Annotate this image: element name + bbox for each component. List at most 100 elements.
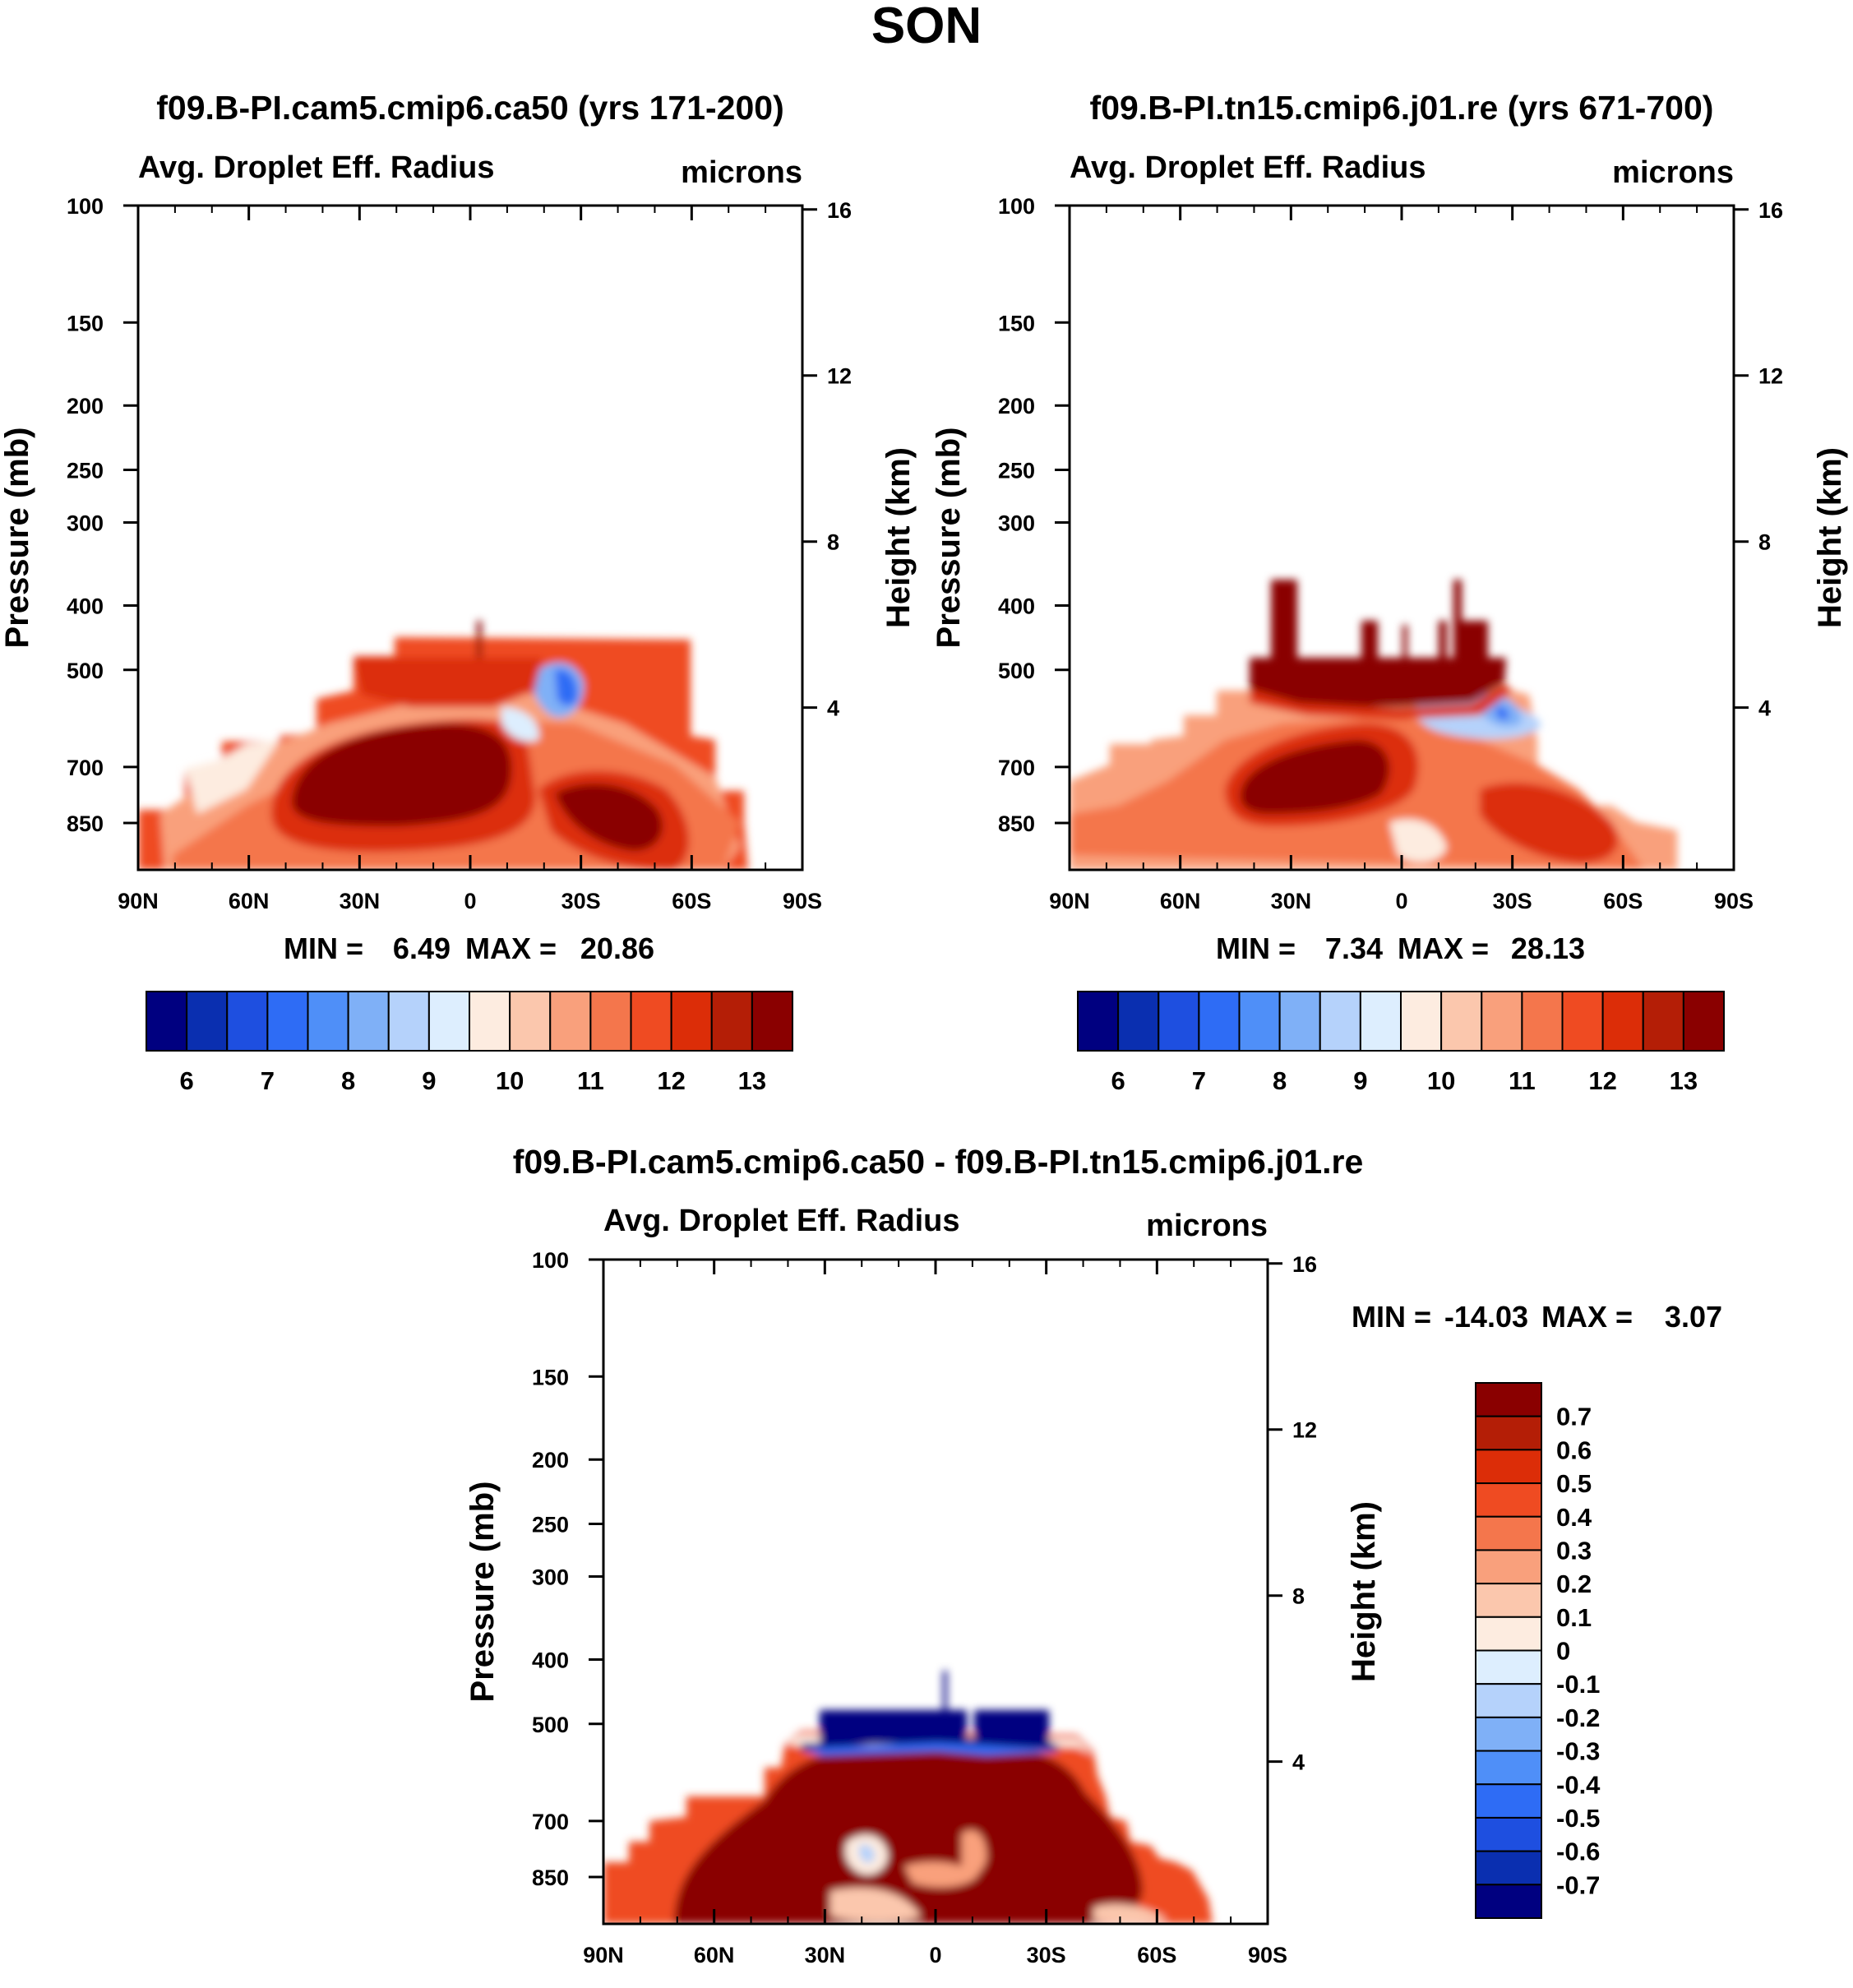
colorbar-swatch: [1400, 991, 1443, 1052]
colorbar-label: -0.6: [1556, 1838, 1600, 1866]
colorbar-label: 7: [261, 1066, 275, 1095]
x-tick-label: 60S: [672, 889, 711, 913]
colorbar-label: 12: [657, 1066, 685, 1095]
colorbar-swatch: [1158, 991, 1200, 1052]
contour-field: [1070, 580, 1677, 870]
min-max: MIN = 6.49 MAX = 20.86: [284, 932, 654, 965]
contour-upper-spike: [477, 621, 482, 658]
colorbar-label: 13: [738, 1066, 766, 1095]
variable-label: Avg. Droplet Eff. Radius: [138, 150, 495, 185]
colorbar-swatch: [751, 991, 793, 1052]
y-tick-label: 300: [998, 511, 1035, 536]
colorbar-label: -0.2: [1556, 1704, 1600, 1732]
y-tick-label: 500: [532, 1713, 569, 1737]
colorbar-label: -0.1: [1556, 1670, 1600, 1699]
x-tick-label: 60S: [1137, 1943, 1176, 1967]
colorbar-swatch: [1475, 1816, 1542, 1852]
y2-tick-label: 16: [827, 198, 852, 223]
colorbar-swatch: [1475, 1616, 1542, 1652]
max-value: 20.86: [580, 932, 654, 965]
y2-axis-label: Height (km): [1812, 447, 1848, 628]
colorbar-swatch: [1475, 1649, 1542, 1685]
colorbar-swatch: [186, 991, 229, 1052]
colorbar-swatch: [1682, 991, 1725, 1052]
plot-frame: 90N 60N 30N 0 30S 60S 90S 100 150 200 250 300 400 500…: [67, 194, 852, 913]
max-label: MAX =: [1541, 1300, 1633, 1334]
y-tick-label: 700: [67, 756, 104, 780]
colorbar-swatch: [347, 991, 390, 1052]
colorbar-swatch: [1440, 991, 1483, 1052]
x-tick-label: 0: [464, 889, 476, 913]
min-value: 7.34: [1325, 932, 1383, 965]
x-tick-label: 30S: [561, 889, 601, 913]
colorbar-swatch: [589, 991, 632, 1052]
colorbar-swatch: [1475, 1683, 1542, 1718]
variable-label: Avg. Droplet Eff. Radius: [1070, 150, 1426, 185]
colorbar-label: 0.5: [1556, 1469, 1592, 1498]
x-tick-label: 60N: [1160, 889, 1201, 913]
x-tick-label: 30N: [805, 1943, 846, 1967]
x-tick-label: 30S: [1027, 1943, 1066, 1967]
colorbar-swatch: [1077, 991, 1120, 1052]
y2-tick-label: 8: [1292, 1584, 1305, 1609]
contour-peak-n: [1240, 740, 1389, 814]
y-tick-label: 500: [998, 659, 1035, 683]
colorbar-swatch: [1561, 991, 1604, 1052]
y-tick-label: 250: [998, 459, 1035, 483]
contour-low-core: [555, 669, 578, 706]
colorbar-label: 0.6: [1556, 1436, 1592, 1464]
panel-difference: f09.B-PI.cam5.cmip6.ca50 - f09.B-PI.tn15…: [464, 1143, 1722, 1967]
y-tick-label: 200: [67, 394, 104, 418]
colorbar-label: 8: [1273, 1066, 1287, 1095]
colorbar-swatch: [1117, 991, 1160, 1052]
panel-title: f09.B-PI.cam5.cmip6.ca50 (yrs 171-200): [156, 89, 784, 127]
y-tick-label: 500: [67, 659, 104, 683]
plot-frame: 90N 60N 30N 0 30S 60S 90S 100 150 200 250 300 400 500…: [532, 1248, 1317, 1967]
colorbar-swatch: [1475, 1583, 1542, 1618]
y2-axis-label: Height (km): [880, 447, 917, 628]
colorbar-swatch: [1475, 1515, 1542, 1551]
colorbar-swatch: [1475, 1716, 1542, 1752]
colorbar-label: 12: [1588, 1066, 1616, 1095]
min-value: 6.49: [393, 932, 451, 965]
max-label: MAX =: [1398, 932, 1489, 965]
x-tick-label: 90S: [1248, 1943, 1287, 1967]
colorbar-swatch: [509, 991, 552, 1052]
min-label: MIN =: [1216, 932, 1296, 965]
colorbar-label: 10: [496, 1066, 524, 1095]
x-tick-label: 60S: [1603, 889, 1643, 913]
x-tick-label: 90S: [783, 889, 822, 913]
colorbar-swatch: [1359, 991, 1402, 1052]
x-tick-label: 0: [1395, 889, 1407, 913]
colorbar-swatch: [1475, 1750, 1542, 1786]
colorbar-label: 0.3: [1556, 1536, 1592, 1565]
colorbar: 6 7 8 9 10 11 12 13: [146, 991, 793, 1095]
contour-pale: [1389, 819, 1447, 862]
y-tick-label: 850: [998, 811, 1035, 836]
colorbar-swatch: [1475, 1482, 1542, 1518]
y-tick-label: 300: [532, 1565, 569, 1590]
colorbar-label: 0.2: [1556, 1570, 1592, 1598]
contour-upper-rim: [1250, 684, 1513, 719]
contour-upper-cap: [1250, 580, 1506, 707]
colorbar-label: -0.3: [1556, 1737, 1600, 1766]
colorbar-label: 0.1: [1556, 1603, 1592, 1632]
panel-tn15: f09.B-PI.tn15.cmip6.j01.re (yrs 671-700)…: [931, 89, 1848, 1095]
x-tick-label: 60N: [229, 889, 270, 913]
panel-title: f09.B-PI.cam5.cmip6.ca50 - f09.B-PI.tn15…: [513, 1143, 1364, 1181]
colorbar-swatch: [1475, 1382, 1542, 1417]
colorbar-label: 0.4: [1556, 1503, 1592, 1532]
contour-light-patch-4: [1093, 1903, 1167, 1923]
x-tick-label: 0: [929, 1943, 941, 1967]
y-tick-label: 200: [532, 1448, 569, 1473]
colorbar-swatch: [307, 991, 349, 1052]
colorbar-label: 7: [1192, 1066, 1206, 1095]
contour-light-patch-2: [962, 1830, 987, 1875]
units-label: microns: [1612, 155, 1734, 190]
colorbar-swatch: [1475, 1850, 1542, 1886]
y-tick-label: 150: [67, 311, 104, 335]
contour-light-patch-3: [830, 1888, 921, 1922]
colorbar-swatch: [1475, 1884, 1542, 1919]
y-tick-label: 850: [532, 1865, 569, 1890]
y2-axis-label: Height (km): [1346, 1501, 1382, 1682]
